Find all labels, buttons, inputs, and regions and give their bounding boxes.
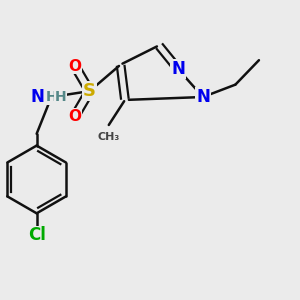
Text: H: H — [46, 90, 57, 104]
Text: CH₃: CH₃ — [98, 132, 120, 142]
Text: Cl: Cl — [28, 226, 46, 244]
Text: H: H — [54, 90, 66, 104]
Text: N: N — [30, 88, 44, 106]
Text: N: N — [171, 60, 185, 78]
Text: N: N — [196, 88, 210, 106]
Text: S: S — [83, 82, 96, 100]
Text: O: O — [68, 109, 81, 124]
Text: O: O — [68, 58, 81, 74]
